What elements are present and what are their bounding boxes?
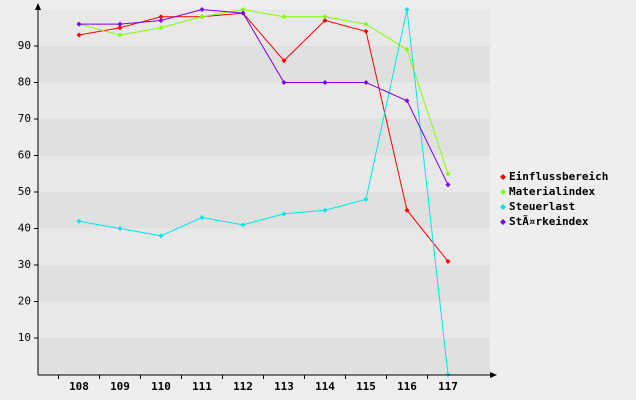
plot-band <box>38 265 490 302</box>
data-point <box>281 58 287 64</box>
plot-band <box>38 301 490 338</box>
x-tick-label: 109 <box>110 380 130 393</box>
legend-label: Steuerlast <box>509 200 575 213</box>
data-point <box>158 17 164 23</box>
x-tick-label: 111 <box>192 380 212 393</box>
data-point <box>240 222 246 228</box>
series-line <box>78 9 449 375</box>
data-point <box>117 32 123 38</box>
data-point <box>240 7 246 12</box>
data-point <box>363 28 369 34</box>
legend-label: StÃ¤rkeindex <box>509 215 589 228</box>
plot-band <box>38 119 490 156</box>
grid: 10 20 30 40 50 60 70 80 90 108 109 110 111 112 113 114 1… <box>18 39 458 393</box>
legend-label: Einflussbereich <box>509 170 608 183</box>
x-tick-label: 114 <box>315 380 335 393</box>
x-tick-label: 112 <box>233 380 253 393</box>
y-tick-label: 40 <box>18 222 31 235</box>
plot-band <box>38 192 490 229</box>
data-point <box>117 226 123 231</box>
y-tick-label: 50 <box>18 185 31 198</box>
data-point <box>404 207 410 213</box>
y-tick-label: 90 <box>18 39 31 52</box>
legend-marker <box>500 174 506 180</box>
y-tick-label: 70 <box>18 112 31 125</box>
data-point <box>76 32 82 38</box>
y-tick-label: 10 <box>18 331 31 344</box>
data-point <box>281 14 287 20</box>
plot-band <box>38 9 490 46</box>
data-point <box>158 25 164 31</box>
x-tick-label: 113 <box>274 380 294 393</box>
data-point <box>117 25 123 31</box>
plot-bands <box>38 9 490 375</box>
data-point <box>322 17 328 23</box>
data-point <box>76 21 82 27</box>
y-tick-label: 30 <box>18 258 31 271</box>
plot-band <box>38 82 490 119</box>
plot-band <box>38 46 490 83</box>
y-tick-label: 20 <box>18 295 31 308</box>
data-point <box>404 7 410 12</box>
x-axis-arrow <box>490 372 497 378</box>
data-point <box>363 21 369 27</box>
legend: Einflussbereich Materialindex Steuerlast St… <box>500 170 608 228</box>
data-point <box>404 47 410 53</box>
plot-band <box>38 155 490 192</box>
x-tick-label: 108 <box>69 380 89 393</box>
legend-marker <box>500 219 506 225</box>
data-point <box>363 80 369 85</box>
plot-band <box>38 228 490 265</box>
data-point <box>322 80 328 85</box>
y-tick-label: 60 <box>18 149 31 162</box>
y-tick-label: 80 <box>18 76 31 89</box>
data-point <box>363 196 369 202</box>
x-tick-label: 117 <box>438 380 458 393</box>
data-point <box>76 218 82 224</box>
data-point <box>445 258 451 264</box>
data-point <box>322 207 328 213</box>
legend-marker <box>500 204 506 210</box>
data-point <box>281 211 287 217</box>
legend-label: Materialindex <box>509 185 595 198</box>
data-point <box>158 233 164 239</box>
data-point <box>199 14 205 20</box>
data-point <box>240 10 246 16</box>
data-point <box>445 182 451 188</box>
y-axis-arrow <box>35 3 41 10</box>
data-point <box>117 21 123 27</box>
x-tick-label: 115 <box>356 380 376 393</box>
axes <box>35 3 497 378</box>
data-point <box>281 80 287 85</box>
data-point <box>445 171 451 177</box>
data-point <box>199 7 205 12</box>
data-point <box>158 14 164 20</box>
plot-band <box>38 338 490 375</box>
legend-marker <box>500 189 506 195</box>
series-line <box>79 8 449 185</box>
data-point <box>199 215 205 221</box>
x-tick-label: 116 <box>397 380 417 393</box>
data-point <box>322 14 328 20</box>
x-tick-label: 110 <box>151 380 171 393</box>
series-line <box>78 8 449 174</box>
lines <box>76 7 451 377</box>
data-point <box>404 98 410 104</box>
